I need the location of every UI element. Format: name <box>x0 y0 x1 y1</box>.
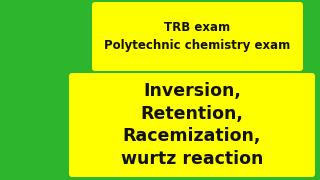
Text: TRB exam
Polytechnic chemistry exam: TRB exam Polytechnic chemistry exam <box>104 21 291 52</box>
FancyBboxPatch shape <box>69 73 315 177</box>
Text: Inversion,
Retention,
Racemization,
wurtz reaction: Inversion, Retention, Racemization, wurt… <box>121 82 263 168</box>
FancyBboxPatch shape <box>92 2 303 71</box>
